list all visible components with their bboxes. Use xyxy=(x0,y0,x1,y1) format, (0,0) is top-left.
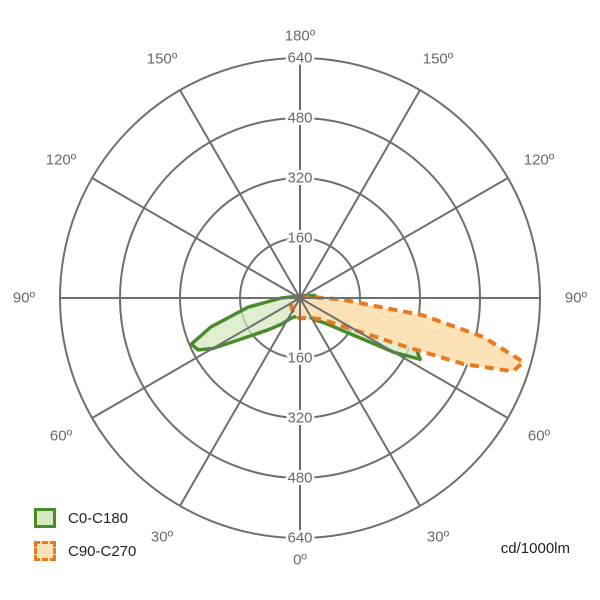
grid-spoke-240 xyxy=(91,177,301,299)
angle-label-lower-right-60: 60º xyxy=(528,428,551,445)
radial-tick-bottom-480: 480 xyxy=(287,470,312,487)
grid-spoke-330 xyxy=(179,297,301,507)
angle-label-top: 180º xyxy=(285,28,316,45)
units-label: cd/1000lm xyxy=(500,540,570,557)
legend-item-c90-c270: C90-C270 xyxy=(34,536,136,566)
radial-tick-top-320: 320 xyxy=(287,170,312,187)
angle-label-upper-right-150: 150º xyxy=(423,51,454,68)
legend-swatch-c90-c270 xyxy=(34,541,56,561)
angle-label-upper-right-120: 120º xyxy=(524,152,555,169)
radial-tick-top-480: 480 xyxy=(287,110,312,127)
legend-swatch-c0-c180 xyxy=(34,508,56,528)
angle-label-left-90: 90º xyxy=(13,290,36,307)
legend: C0-C180 C90-C270 xyxy=(34,503,136,569)
grid-spoke-30 xyxy=(299,297,421,507)
radial-tick-bottom-160: 160 xyxy=(287,350,312,367)
polar-labels: 160 160 320 320 480 480 640 640 180º 0º 90º 90º 150º… xyxy=(13,28,588,569)
angle-label-lower-left-60: 60º xyxy=(50,428,73,445)
angle-label-bottom: 0º xyxy=(293,552,307,569)
radial-tick-top-160: 160 xyxy=(287,230,312,247)
radial-tick-bottom-320: 320 xyxy=(287,410,312,427)
polar-spokes xyxy=(60,58,540,538)
angle-label-lower-right-30: 30º xyxy=(427,529,450,546)
radial-tick-bottom-640: 640 xyxy=(287,530,312,547)
grid-spoke-120 xyxy=(299,177,509,299)
radial-tick-top-640: 640 xyxy=(287,50,312,67)
angle-label-upper-left-120: 120º xyxy=(46,152,77,169)
legend-item-c0-c180: C0-C180 xyxy=(34,503,136,533)
grid-spoke-60 xyxy=(299,297,509,419)
angle-label-right-90: 90º xyxy=(565,290,588,307)
angle-label-lower-left-30: 30º xyxy=(151,529,174,546)
grid-spoke-300 xyxy=(91,297,301,419)
legend-label-c0-c180: C0-C180 xyxy=(68,509,129,527)
angle-label-upper-left-150: 150º xyxy=(147,51,178,68)
grid-spoke-150 xyxy=(299,89,421,299)
curve-c90-c270 xyxy=(288,294,526,374)
legend-label-c90-c270: C90-C270 xyxy=(68,542,137,560)
grid-spoke-210 xyxy=(179,89,301,299)
